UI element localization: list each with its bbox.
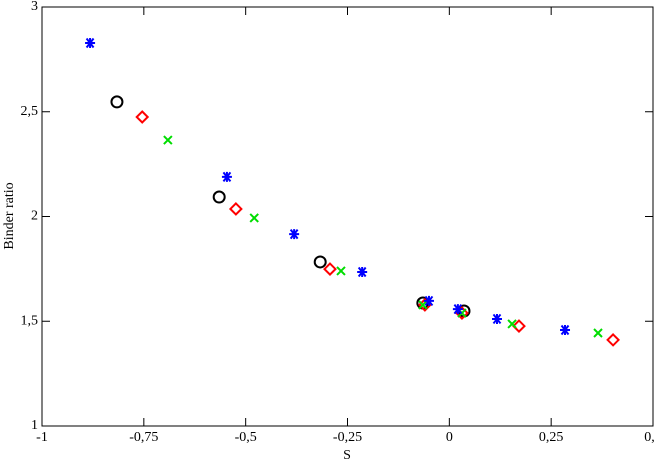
point xyxy=(491,313,502,325)
point xyxy=(228,202,243,216)
x-tick-label: -0,25 xyxy=(333,430,362,445)
x-tick-label: -0,5 xyxy=(235,430,257,445)
y-tick-label: 1 xyxy=(31,418,38,433)
point xyxy=(212,190,226,204)
point xyxy=(163,135,173,145)
point xyxy=(452,303,463,315)
x-tick-label: 0 xyxy=(446,430,453,445)
point xyxy=(249,213,259,223)
x-axis-label: S xyxy=(343,448,351,463)
x-tick-label: -1 xyxy=(36,430,48,445)
point xyxy=(593,328,603,338)
point xyxy=(135,110,150,124)
point xyxy=(507,319,517,329)
point xyxy=(221,171,232,183)
point xyxy=(606,332,620,347)
x-tick-label: 0,5 xyxy=(644,430,654,445)
point xyxy=(110,95,124,109)
y-tick-label: 1,5 xyxy=(21,313,39,328)
y-tick-label: 2,5 xyxy=(21,104,39,119)
point xyxy=(85,37,96,49)
point xyxy=(313,255,327,269)
point xyxy=(512,319,526,333)
point xyxy=(336,266,346,276)
x-tick-label: -0,75 xyxy=(129,430,158,445)
point xyxy=(418,300,428,310)
point xyxy=(323,262,337,276)
point xyxy=(560,324,571,336)
y-tick-label: 3 xyxy=(31,0,38,14)
y-axis-label: Binder ratio xyxy=(2,182,17,249)
point xyxy=(289,228,300,240)
y-tick-label: 2 xyxy=(31,209,38,224)
point xyxy=(423,295,434,307)
plot-frame xyxy=(41,6,654,427)
x-tick-label: 0,25 xyxy=(539,430,564,445)
point xyxy=(357,266,368,278)
